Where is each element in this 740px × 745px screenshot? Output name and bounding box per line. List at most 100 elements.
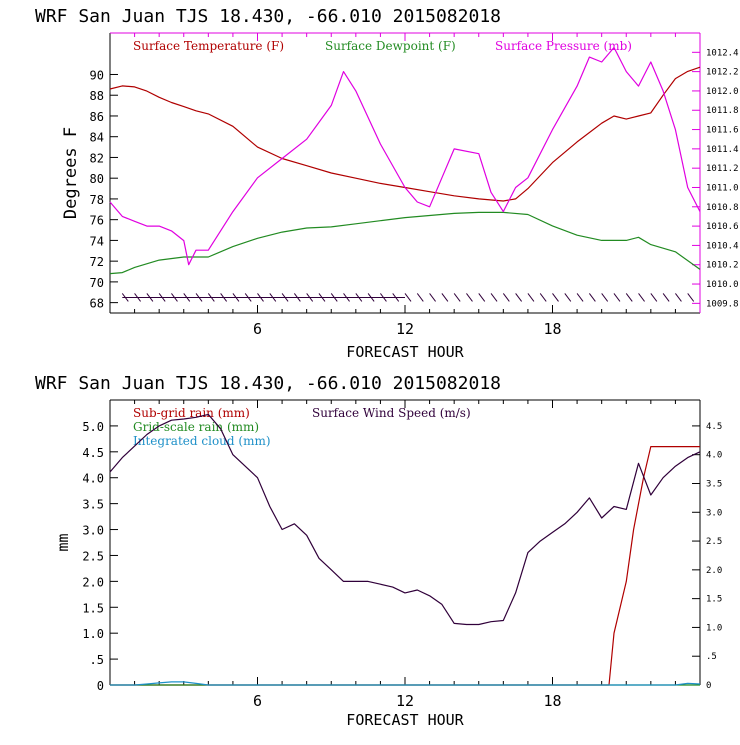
y-tick-label: 68 xyxy=(90,297,104,311)
y-tick-label: 78 xyxy=(90,193,104,207)
y-axis-label: mm xyxy=(54,533,72,551)
y-tick-label: 4.0 xyxy=(82,472,104,486)
y-axis-label: Degrees F xyxy=(61,127,81,219)
precip-wind-panel: WRF San Juan TJS 18.430, -66.010 2015082… xyxy=(35,373,722,729)
y2-tick-label: 1009.8 xyxy=(706,299,739,309)
wind-barb xyxy=(429,293,436,302)
wind-barb xyxy=(269,293,277,302)
y2-tick-label: 1.5 xyxy=(706,595,722,605)
wind-barb xyxy=(207,293,215,302)
wind-barb xyxy=(343,293,350,302)
y2-tick-label: 1010.8 xyxy=(706,203,739,213)
y-tick-label: 70 xyxy=(90,276,104,290)
wind-barb xyxy=(121,293,129,302)
sub-grid-rain-mm-line xyxy=(110,446,700,686)
wind-barb xyxy=(453,293,461,302)
y-tick-label: 80 xyxy=(90,172,104,186)
wind-barb xyxy=(502,293,510,302)
legend-entry: Sub-grid rain (mm) xyxy=(133,406,250,420)
wind-barb xyxy=(588,293,596,302)
wind-barb xyxy=(490,293,498,302)
wind-barb xyxy=(220,293,228,302)
surface-pressure-mb-line xyxy=(109,46,701,266)
y-tick-label: 1.5 xyxy=(82,601,104,615)
y2-tick-label: 3.0 xyxy=(706,508,722,518)
wind-barb xyxy=(625,293,633,302)
wind-barb xyxy=(662,293,670,302)
y2-tick-label: .5 xyxy=(706,652,717,662)
y-tick-label: 88 xyxy=(90,89,104,103)
y-tick-label: .5 xyxy=(90,653,104,667)
wind-barb xyxy=(232,293,240,302)
wind-barb xyxy=(650,293,658,302)
chart-title: WRF San Juan TJS 18.430, -66.010 2015082… xyxy=(35,373,501,394)
y-tick-label: 82 xyxy=(90,151,104,165)
y2-tick-label: 1.0 xyxy=(706,623,722,633)
wind-barb xyxy=(515,293,523,302)
y2-tick-label: 1011.2 xyxy=(706,164,739,174)
wind-barb xyxy=(404,293,412,302)
legend-entry: Surface Pressure (mb) xyxy=(495,39,632,53)
wind-barb xyxy=(613,293,621,302)
wind-barb xyxy=(171,293,178,302)
y2-tick-label: 1011.6 xyxy=(706,126,739,136)
wind-barb xyxy=(478,293,486,302)
y-tick-label: 86 xyxy=(90,110,104,124)
wind-barb xyxy=(293,293,301,302)
y-tick-label: 90 xyxy=(90,68,104,82)
wind-barb xyxy=(330,293,338,302)
integrated-cloud-mm-line xyxy=(110,681,701,686)
y2-tick-label: 1011.4 xyxy=(706,145,739,155)
wind-barb xyxy=(539,293,547,302)
x-tick-label: 6 xyxy=(253,320,262,338)
wind-barb xyxy=(355,293,363,302)
wind-barb xyxy=(466,293,473,302)
y-tick-label: 1.0 xyxy=(82,627,104,641)
temperature-panel: WRF San Juan TJS 18.430, -66.010 2015082… xyxy=(35,6,739,361)
y-tick-label: 76 xyxy=(90,214,104,228)
y2-tick-label: 1010.4 xyxy=(706,241,739,251)
wind-barb xyxy=(564,293,572,302)
y-tick-label: 0 xyxy=(97,679,104,693)
y-tick-label: 2.0 xyxy=(82,575,104,589)
wind-barb xyxy=(306,293,314,302)
wind-barb xyxy=(638,293,645,302)
wind-barb xyxy=(416,293,424,302)
legend-entry: Surface Wind Speed (m/s) xyxy=(312,406,471,420)
wind-barb xyxy=(281,293,289,302)
x-tick-label: 18 xyxy=(543,692,561,710)
wind-barb xyxy=(527,293,535,302)
x-tick-label: 12 xyxy=(396,320,414,338)
y2-tick-label: 1010.0 xyxy=(706,280,739,290)
y-tick-label: 3.5 xyxy=(82,498,104,512)
y-tick-label: 84 xyxy=(90,131,104,145)
y-tick-label: 4.5 xyxy=(82,446,104,460)
wind-barb xyxy=(601,293,609,302)
y2-tick-label: 0 xyxy=(706,681,711,691)
y2-tick-label: 4.0 xyxy=(706,451,722,461)
wind-barb xyxy=(244,293,252,302)
surface-wind-speed-m-s-line xyxy=(109,413,701,626)
legend-entry: Grid-scale rain (mm) xyxy=(133,420,259,434)
y2-tick-label: 2.5 xyxy=(706,537,722,547)
y2-tick-label: 1011.8 xyxy=(706,106,739,116)
x-axis-label: FORECAST HOUR xyxy=(346,711,464,729)
chart-title: WRF San Juan TJS 18.430, -66.010 2015082… xyxy=(35,6,501,27)
wind-barb xyxy=(687,293,695,302)
surface-temperature-f-line xyxy=(109,66,701,202)
wind-barb xyxy=(146,293,154,302)
wind-barb xyxy=(380,293,387,302)
y2-tick-label: 2.0 xyxy=(706,566,722,576)
x-tick-label: 18 xyxy=(543,320,561,338)
wind-barb xyxy=(576,293,584,302)
wind-barb xyxy=(367,293,375,302)
wind-barb xyxy=(441,293,449,302)
wind-barb xyxy=(392,293,400,302)
legend-entry: Surface Dewpoint (F) xyxy=(325,39,456,53)
y2-tick-label: 1012.4 xyxy=(706,48,739,58)
y2-tick-label: 1011.0 xyxy=(706,183,739,193)
y-tick-label: 3.0 xyxy=(82,524,104,538)
wind-barb xyxy=(158,293,166,302)
wind-barb xyxy=(675,293,682,302)
wind-barb xyxy=(183,293,191,302)
